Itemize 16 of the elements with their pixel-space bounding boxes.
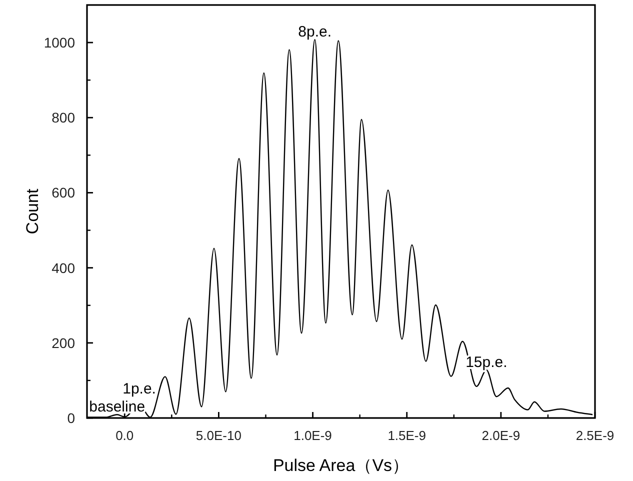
y-tick-label: 600 xyxy=(52,184,76,201)
y-tick-label: 400 xyxy=(52,260,76,276)
y-tick-label: 1000 xyxy=(44,34,76,51)
x-tick-label: 2.5E-9 xyxy=(576,428,614,443)
x-tick-label: 5.0E-10 xyxy=(196,428,242,443)
y-axis-title: Count xyxy=(23,188,42,234)
x-tick-label: 0.0 xyxy=(116,428,134,443)
x-tick-label: 1.5E-9 xyxy=(388,428,426,443)
y-tick-label: 200 xyxy=(52,334,76,351)
y-tick-label: 800 xyxy=(52,110,76,126)
x-axis-title: Pulse Area（Vs） xyxy=(272,456,410,475)
x-tick-label: 1.0E-9 xyxy=(294,428,332,443)
annotation: 8p.e. xyxy=(298,24,332,41)
x-tick-label: 2.0E-9 xyxy=(482,428,520,443)
y-tick-label: 0 xyxy=(67,410,76,426)
annotation: 1p.e. xyxy=(122,380,156,398)
